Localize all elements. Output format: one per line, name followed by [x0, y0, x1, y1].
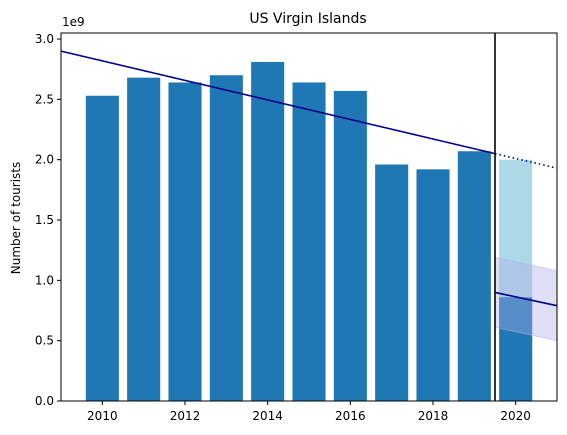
y-tick-label: 2.5 — [35, 92, 54, 106]
x-tick-label: 2010 — [87, 409, 118, 423]
x-tick-label: 2012 — [170, 409, 201, 423]
y-tick-label: 2.0 — [35, 153, 54, 167]
y-multiplier-label: 1e9 — [62, 15, 85, 29]
bar-2018 — [416, 169, 450, 401]
chart-title: US Virgin Islands — [249, 11, 366, 27]
y-axis-label: Number of tourists — [9, 162, 23, 275]
y-tick-label: 0.0 — [35, 394, 54, 408]
bar-2015 — [292, 82, 326, 402]
x-tick-label: 2014 — [252, 409, 283, 423]
y-tick-label: 1.5 — [35, 213, 54, 227]
bar-2017 — [375, 164, 409, 401]
axes-layer: 0.0 0.5 1.0 1.5 2.0 2.5 3.0 2010 2012 2014 2016 201… — [35, 32, 558, 423]
bars-layer — [85, 61, 533, 402]
bar-2016 — [333, 90, 367, 401]
actual-bar-2020 — [499, 297, 533, 401]
y-tick-label: 0.5 — [35, 334, 54, 348]
bar-2014 — [251, 61, 285, 402]
bar-2012 — [168, 82, 202, 402]
y-tick-label: 3.0 — [35, 32, 54, 46]
trend-projection-line — [494, 152, 558, 169]
x-tick-label: 2016 — [335, 409, 366, 423]
plot-frame — [60, 32, 558, 402]
bar-2011 — [127, 77, 161, 401]
overlays-layer — [60, 33, 558, 401]
x-tick-label: 2020 — [500, 409, 531, 423]
x-tick-label: 2018 — [418, 409, 449, 423]
y-tick-label: 1.0 — [35, 273, 54, 287]
trend-line — [60, 50, 496, 155]
bar-2013 — [209, 75, 243, 402]
bar-2019 — [457, 151, 491, 401]
bar-2010 — [85, 95, 119, 402]
post-trend-line — [494, 291, 558, 307]
